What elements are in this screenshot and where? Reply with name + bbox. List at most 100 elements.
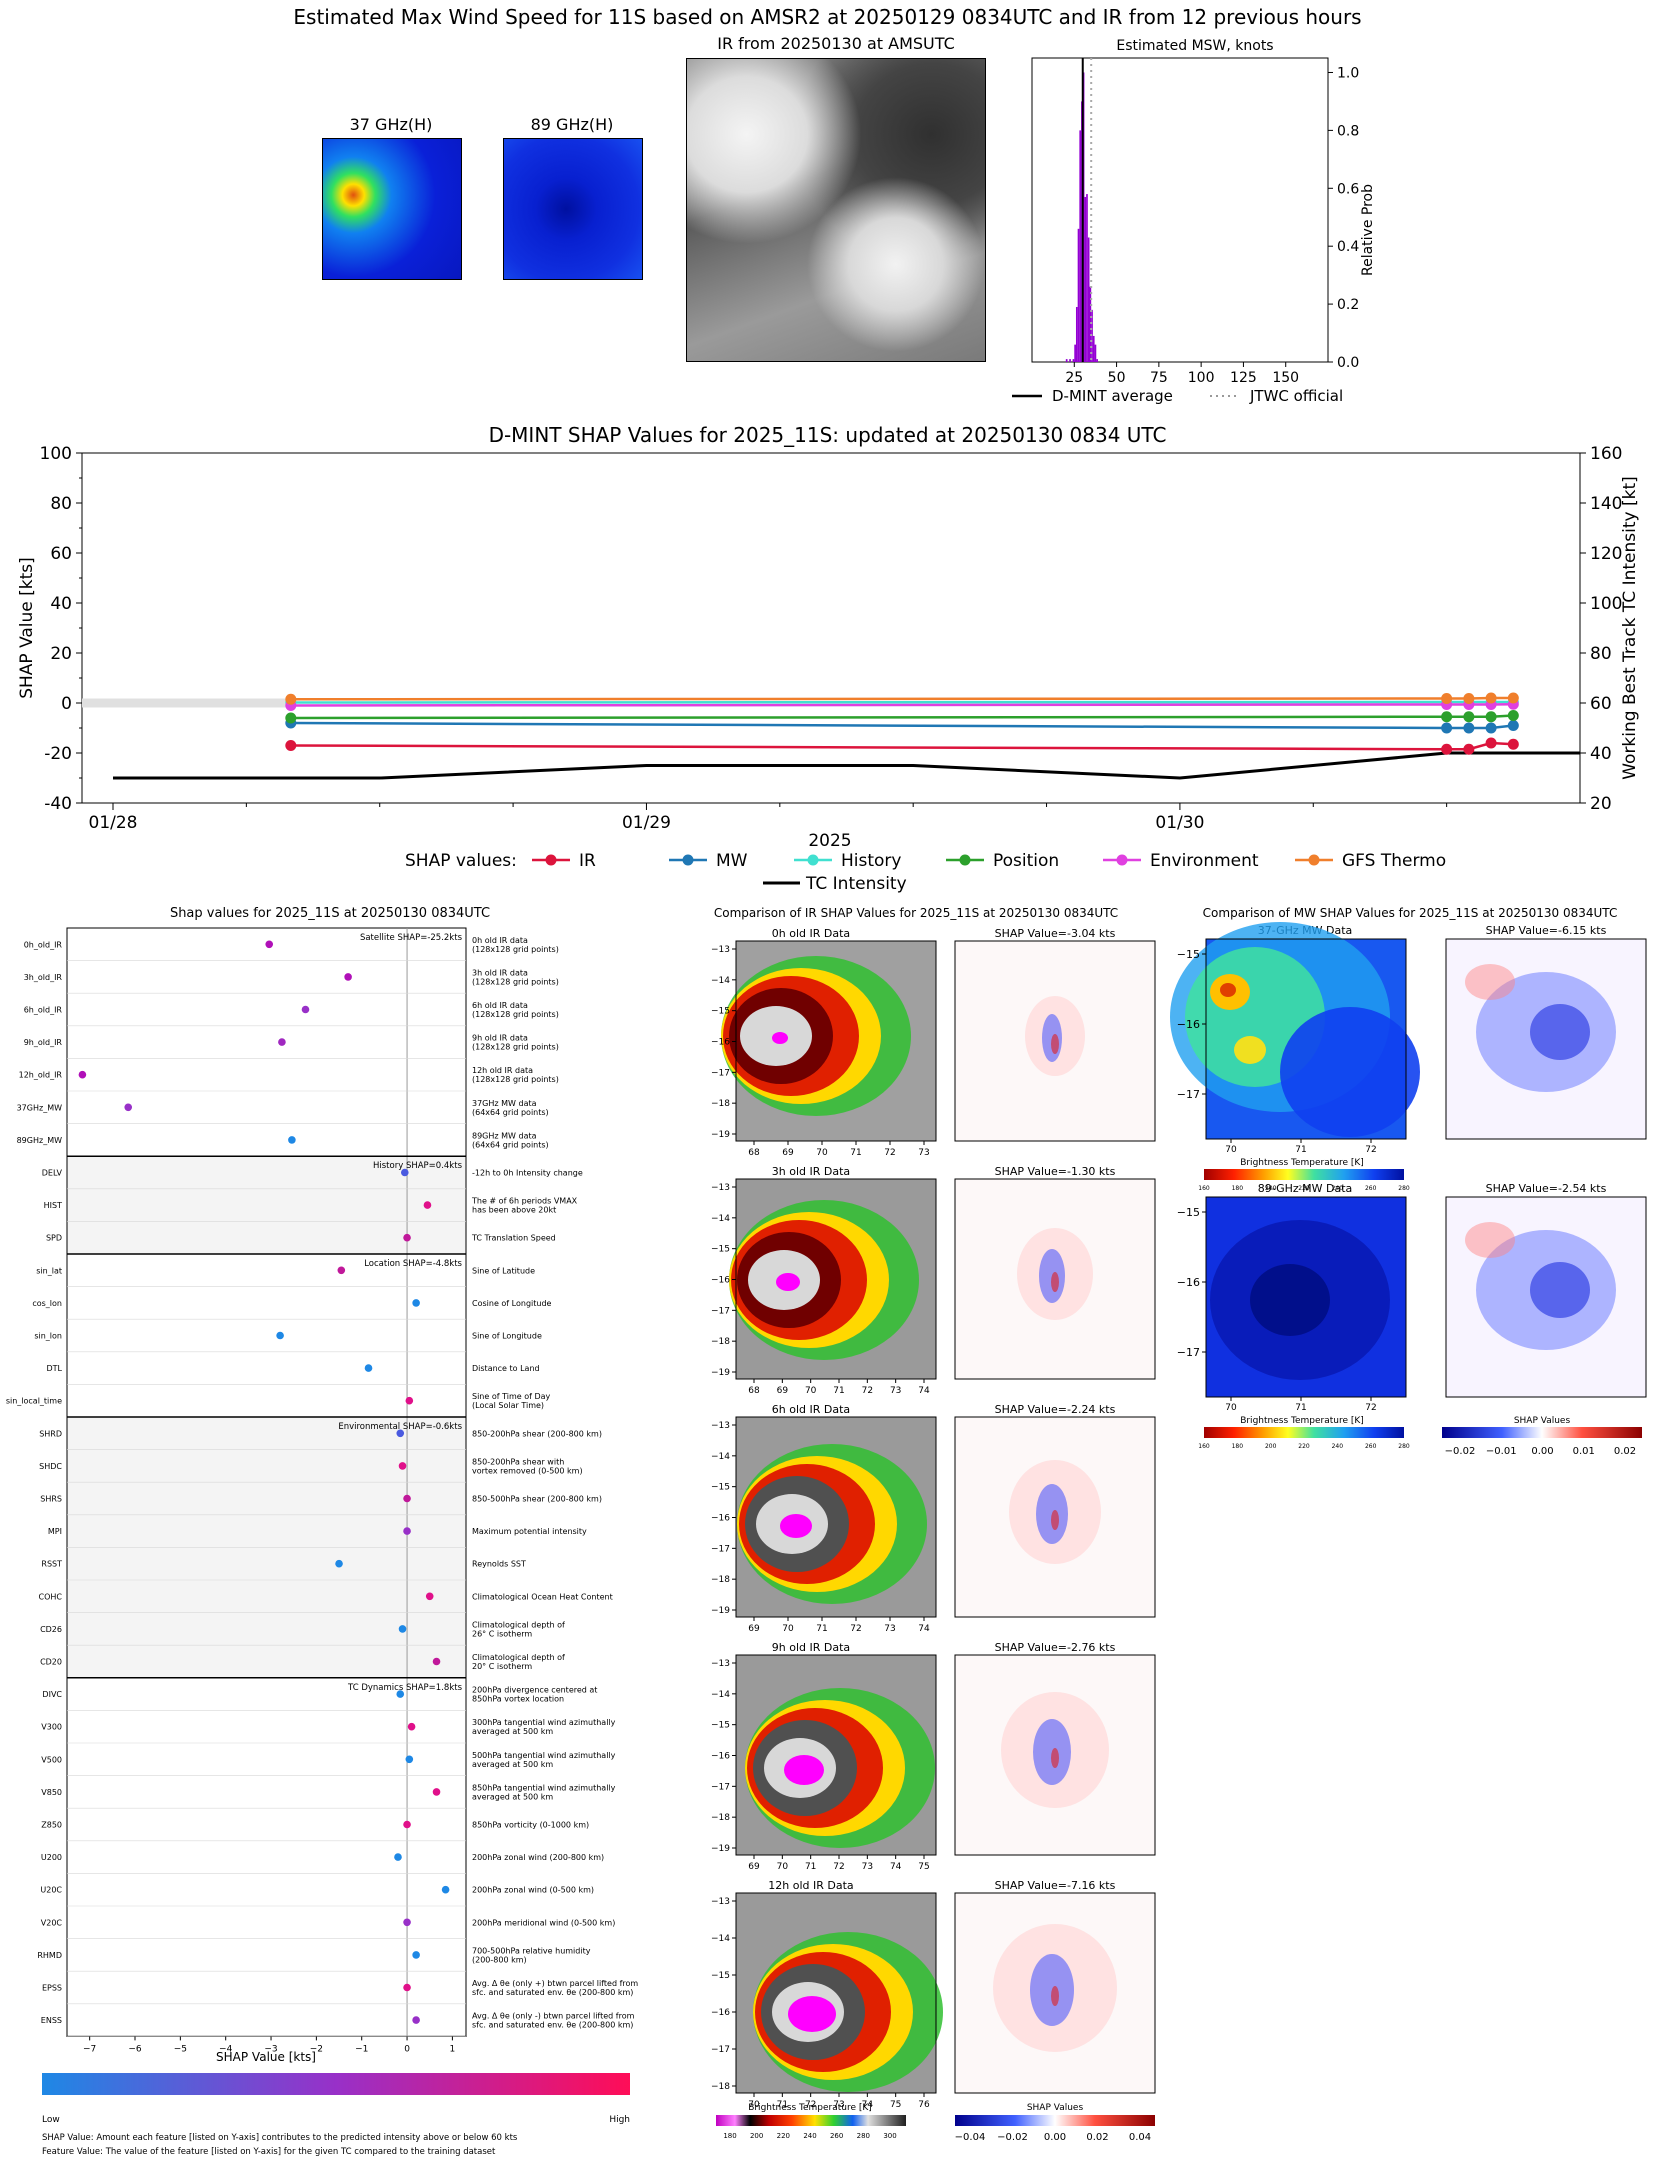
shap-feature-label: sin_lon (34, 1332, 62, 1341)
mw89-title: 89 GHz(H) (530, 115, 614, 134)
feature-value-colorbar (42, 2073, 630, 2095)
ir-ytick-label: −14 (711, 1214, 730, 1224)
series-point-position (285, 712, 297, 724)
ir-xtick-label: 72 (884, 1148, 895, 1158)
hist-ytick-label: 0.2 (1337, 297, 1359, 313)
ts-ytick-left-label: 100 (40, 445, 72, 464)
ir-shap-peak (1051, 1510, 1059, 1530)
mw37-hot-red (1220, 983, 1236, 997)
mw37-cb-ticks: 160 180 200 220 240 260 280 (1198, 1185, 1410, 1192)
hist-bar (1074, 344, 1076, 362)
shap-feature-label: SHDC (39, 1462, 62, 1471)
shap-point-u200 (394, 1853, 402, 1861)
ir-frame (735, 1892, 937, 2094)
mw37-cb-tick: 200 (1265, 1185, 1277, 1192)
ts-ytick-right-label: 20 (1590, 794, 1612, 814)
shap-panel-title: Shap values for 2025_11S at 20250130 083… (169, 906, 491, 921)
series-point-ir (1507, 738, 1519, 750)
ir-xtick-label: 71 (777, 2100, 788, 2110)
hist-ytick-label: 0.8 (1337, 123, 1359, 139)
mw-shap-cb-tick: −0.02 (1445, 1446, 1476, 1457)
mw89-image (503, 138, 643, 280)
shap-point-rhmd (412, 1951, 420, 1959)
shap-point-89ghz-mw (288, 1136, 296, 1144)
mw37-cb-tick: 240 (1332, 1185, 1344, 1192)
ir-colorbars: Brightness Temperature [K] 180 200 220 240 2… (716, 2103, 1155, 2143)
mw-shap-cb-tick: 0.01 (1573, 1446, 1595, 1457)
shap-feature-desc: 850hPa tangential wind azimuthally (472, 1783, 616, 1792)
ts-ytick-right-label: 40 (1590, 744, 1612, 764)
shap-point-enss (412, 2016, 420, 2024)
shap-feature-desc: 200hPa zonal wind (0-500 km) (472, 1886, 594, 1895)
ir-row-4: 12h old IR Data SHAP Value=-7.16 kts −13 −1… (711, 1879, 1156, 2110)
shap-feature-desc: 89GHz MW data (472, 1131, 537, 1140)
shap-xtick-label: −5 (174, 2044, 187, 2054)
series-point-position (1463, 711, 1475, 723)
mw89-cb-tick: 260 (1365, 1443, 1377, 1450)
ts-ytick-left-label: -20 (44, 744, 72, 764)
mw-shap-neg-core (1530, 1262, 1590, 1318)
mw-shap-colorbar (1442, 1427, 1642, 1438)
mw89-cb-tick: 160 (1198, 1443, 1210, 1450)
ir-ytick-label: −19 (711, 1130, 730, 1140)
hist-ylabel: Relative Prob (1360, 184, 1376, 276)
ir-core-magenta (776, 1273, 800, 1291)
mw89-cb-ticks: 160 180 200 220 240 260 280 (1198, 1443, 1410, 1450)
ir-shap-cb-label: SHAP Values (1027, 2103, 1084, 2113)
ir-xtick-label: 71 (833, 1386, 844, 1396)
mw-ytick-label: −17 (1177, 1088, 1200, 1101)
shap-xtick-label: −1 (355, 2044, 368, 2054)
series-point-ir (1463, 743, 1475, 755)
shap-feature-desc: averaged at 500 km (472, 1760, 553, 1769)
ir-shap-frame (954, 1178, 1156, 1380)
mw37-title: 37 GHz(H) (349, 115, 433, 134)
ts-ytick-right-label: 120 (1590, 544, 1622, 564)
shap-point-12h-old-ir (78, 1070, 87, 1079)
shap-feature-label: HIST (44, 1201, 62, 1210)
shap-feature-label: sin_local_time (6, 1397, 62, 1406)
ir-cb-tick: 180 (723, 2132, 736, 2140)
shap-point-epss (403, 1983, 411, 1992)
hist-xtick-label: 125 (1230, 370, 1257, 386)
hist-ytick-label: 0.4 (1337, 239, 1359, 255)
shap-feature-desc: 200hPa meridional wind (0-500 km) (472, 1918, 615, 1927)
ts-legend-prefix: SHAP values: (405, 851, 517, 871)
ir-xtick-label: 73 (884, 1624, 895, 1634)
ts-legend-marker (682, 854, 694, 866)
ir-ytick-label: −17 (711, 1544, 730, 1554)
legend-jtwc: JTWC official (1249, 387, 1343, 405)
shap-feature-desc: 6h old IR data (472, 1001, 528, 1010)
mw-shap-neg-core (1530, 1004, 1590, 1060)
shap-feature-desc: 850hPa vorticity (0-1000 km) (472, 1821, 589, 1830)
ts-ytick-left-label: 60 (50, 544, 72, 564)
ir-core-magenta (772, 1032, 788, 1044)
histogram-chart: Estimated MSW, knots 25 50 75 100 125 150 0.0 0… (1012, 38, 1376, 405)
ts-legend-marker (1308, 854, 1320, 866)
shap-xtick-label: −6 (128, 2044, 142, 2054)
series-point-position (1485, 711, 1497, 723)
ir-shap-peak (1051, 1986, 1059, 2006)
ts-xtick-label: 01/30 (1155, 813, 1204, 833)
hist-ytick-label: 0.0 (1337, 355, 1359, 371)
shap-feature-desc: 12h old IR data (472, 1066, 533, 1075)
shap-xtick-label: 0 (404, 2044, 410, 2054)
series-line-gfs-thermo (290, 696, 1514, 701)
ir-shap-peak (1051, 1272, 1059, 1292)
series-line-environment (290, 703, 1514, 707)
shap-feature-desc: 26° C isotherm (472, 1629, 532, 1638)
ts-legend-tc: TC Intensity (805, 874, 907, 894)
shap-feature-desc: 850-200hPa shear with (472, 1457, 564, 1466)
ir-row-shap: SHAP Value=-1.30 kts (995, 1165, 1116, 1178)
ir-row-label: 6h old IR Data (772, 1403, 850, 1416)
shap-feature-desc: 850-500hPa shear (200-800 km) (472, 1495, 602, 1504)
ir-xtick-label: 71 (850, 1148, 861, 1158)
ir-row-2: 6h old IR Data SHAP Value=-2.24 kts −13 −14… (711, 1403, 1156, 1634)
mw89-cb-tick: 200 (1265, 1443, 1277, 1450)
series-line-history (290, 700, 1514, 704)
shap-point-cos-lon (412, 1299, 420, 1307)
ir-shap-cb-ticks: −0.04 −0.02 0.00 0.02 0.04 (955, 2132, 1151, 2143)
shap-feature-label: V850 (41, 1788, 62, 1797)
ir-shap-frame (954, 1416, 1156, 1618)
mw-ytick-label: −16 (1177, 1276, 1200, 1289)
shap-feature-label: RHMD (37, 1951, 62, 1960)
